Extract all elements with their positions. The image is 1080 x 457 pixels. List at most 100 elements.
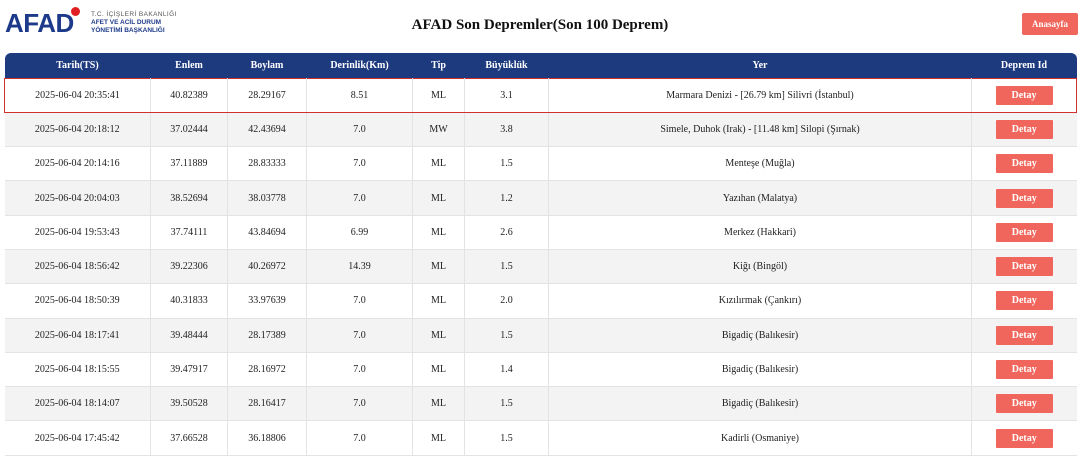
table-cell: 37.66528 xyxy=(150,420,228,456)
table-cell: Detay xyxy=(971,283,1077,319)
table-row[interactable]: 2025-06-04 18:17:41 39.48444 28.17389 7.0 ML… xyxy=(4,318,1077,353)
table-cell: ML xyxy=(412,420,465,456)
table-row[interactable]: 2025-06-04 18:15:55 39.47917 28.16972 7.0 ML… xyxy=(4,352,1077,388)
table-cell: 2025-06-04 18:15:55 xyxy=(4,352,151,388)
table-body: 2025-06-04 20:35:41 40.82389 28.29167 8.51 M… xyxy=(4,77,1077,456)
table-cell: 37.11889 xyxy=(150,146,228,182)
column-header: Büyüklük xyxy=(464,53,549,78)
table-cell: 1.5 xyxy=(464,249,549,285)
table-cell: 38.52694 xyxy=(150,180,228,216)
table-cell: Detay xyxy=(971,249,1077,285)
column-header: Deprem Id xyxy=(971,53,1077,78)
column-header: Boylam xyxy=(227,53,307,78)
column-header: Tarih(TS) xyxy=(4,53,151,78)
column-header: Enlem xyxy=(150,53,228,78)
table-cell: 33.97639 xyxy=(227,283,307,319)
earthquake-table-container: Tarih(TS) Enlem Boylam Derinlik(Km) Tip Büyük… xyxy=(4,53,1077,456)
table-cell: 2025-06-04 20:04:03 xyxy=(4,180,151,216)
table-cell: ML xyxy=(412,180,465,216)
table-cell: 43.84694 xyxy=(227,215,307,250)
table-cell: ML xyxy=(412,386,465,422)
crescent-flag-icon xyxy=(71,7,80,16)
table-cell: ML xyxy=(412,283,465,319)
table-cell: 2025-06-04 20:18:12 xyxy=(4,112,151,148)
table-cell: 3.1 xyxy=(464,77,549,113)
table-cell: 6.99 xyxy=(306,215,413,250)
home-button[interactable]: Anasayfa xyxy=(1022,13,1078,35)
table-cell: 1.5 xyxy=(464,146,549,182)
table-row[interactable]: 2025-06-04 20:14:16 37.11889 28.83333 7.0 ML… xyxy=(4,146,1077,182)
table-cell: 40.31833 xyxy=(150,283,228,319)
table-cell: Menteşe (Muğla) xyxy=(548,146,972,182)
table-row[interactable]: 2025-06-04 18:56:42 39.22306 40.26972 14.39… xyxy=(4,249,1077,285)
table-cell: 40.26972 xyxy=(227,249,307,285)
table-cell: 7.0 xyxy=(306,180,413,216)
column-header: Tip xyxy=(412,53,465,78)
table-cell: Detay xyxy=(971,386,1077,422)
table-cell: 28.16417 xyxy=(227,386,307,422)
table-cell: 28.29167 xyxy=(227,77,307,113)
table-row[interactable]: 2025-06-04 19:53:43 37.74111 43.84694 6.99 M… xyxy=(4,215,1077,250)
detail-button[interactable]: Detay xyxy=(995,291,1053,311)
table-cell: 40.82389 xyxy=(150,77,228,113)
detail-button[interactable]: Detay xyxy=(995,360,1053,380)
table-cell: Bigadiç (Balıkesir) xyxy=(548,352,972,388)
table-cell: Detay xyxy=(971,318,1077,353)
table-cell: 1.4 xyxy=(464,352,549,388)
detail-button[interactable]: Detay xyxy=(995,325,1053,345)
table-row[interactable]: 2025-06-04 20:35:41 40.82389 28.29167 8.51 M… xyxy=(4,77,1077,113)
table-cell: 2025-06-04 20:35:41 xyxy=(4,77,151,113)
column-header: Yer xyxy=(548,53,972,78)
logo-wordmark: AFAD xyxy=(5,8,74,38)
earthquake-table: Tarih(TS) Enlem Boylam Derinlik(Km) Tip Büyük… xyxy=(4,53,1077,456)
table-cell: 2025-06-04 17:45:42 xyxy=(4,420,151,456)
table-cell: Marmara Denizi - [26.79 km] Silivri (İst… xyxy=(548,77,972,113)
table-cell: 2025-06-04 19:53:43 xyxy=(4,215,151,250)
detail-button[interactable]: Detay xyxy=(995,154,1053,174)
table-cell: 14.39 xyxy=(306,249,413,285)
table-row[interactable]: 2025-06-04 20:04:03 38.52694 38.03778 7.0 ML… xyxy=(4,180,1077,216)
table-cell: 28.16972 xyxy=(227,352,307,388)
table-cell: Detay xyxy=(971,352,1077,388)
logo-subtitle: T.C. İÇİŞLERİ BAKANLIĞI AFET VE ACİL DUR… xyxy=(91,11,177,34)
table-cell: 2.6 xyxy=(464,215,549,250)
detail-button[interactable]: Detay xyxy=(995,188,1053,208)
table-cell: ML xyxy=(412,318,465,353)
table-cell: Bigadiç (Balıkesir) xyxy=(548,386,972,422)
afad-logo[interactable]: AFAD T.C. İÇİŞLERİ BAKANLIĞI AFET VE ACİ… xyxy=(5,7,176,39)
table-cell: 37.02444 xyxy=(150,112,228,148)
table-cell: 28.83333 xyxy=(227,146,307,182)
table-cell: 2025-06-04 18:56:42 xyxy=(4,249,151,285)
table-cell: 42.43694 xyxy=(227,112,307,148)
table-cell: 36.18806 xyxy=(227,420,307,456)
table-cell: Bigadiç (Balıkesir) xyxy=(548,318,972,353)
detail-button[interactable]: Detay xyxy=(995,85,1053,105)
table-cell: Detay xyxy=(971,112,1077,148)
detail-button[interactable]: Detay xyxy=(995,394,1053,414)
table-cell: 1.2 xyxy=(464,180,549,216)
table-cell: 7.0 xyxy=(306,318,413,353)
detail-button[interactable]: Detay xyxy=(995,222,1053,242)
table-cell: 7.0 xyxy=(306,146,413,182)
table-cell: Kızılırmak (Çankırı) xyxy=(548,283,972,319)
table-cell: 1.5 xyxy=(464,318,549,353)
table-cell: 3.8 xyxy=(464,112,549,148)
detail-button[interactable]: Detay xyxy=(995,119,1053,139)
table-row[interactable]: 2025-06-04 20:18:12 37.02444 42.43694 7.0 MW… xyxy=(4,112,1077,148)
table-row[interactable]: 2025-06-04 17:45:42 37.66528 36.18806 7.0 ML… xyxy=(4,420,1077,456)
table-cell: ML xyxy=(412,146,465,182)
page-header: AFAD T.C. İÇİŞLERİ BAKANLIĞI AFET VE ACİ… xyxy=(0,0,1080,50)
table-row[interactable]: 2025-06-04 18:14:07 39.50528 28.16417 7.0 ML… xyxy=(4,386,1077,422)
table-cell: 2025-06-04 18:14:07 xyxy=(4,386,151,422)
table-cell: Kadirli (Osmaniye) xyxy=(548,420,972,456)
table-cell: Yazıhan (Malatya) xyxy=(548,180,972,216)
table-cell: 7.0 xyxy=(306,420,413,456)
table-cell: 2025-06-04 20:14:16 xyxy=(4,146,151,182)
table-cell: 39.47917 xyxy=(150,352,228,388)
table-cell: ML xyxy=(412,77,465,113)
detail-button[interactable]: Detay xyxy=(995,257,1053,277)
table-cell: MW xyxy=(412,112,465,148)
table-row[interactable]: 2025-06-04 18:50:39 40.31833 33.97639 7.0 ML… xyxy=(4,283,1077,319)
table-cell: ML xyxy=(412,215,465,250)
detail-button[interactable]: Detay xyxy=(995,428,1053,448)
